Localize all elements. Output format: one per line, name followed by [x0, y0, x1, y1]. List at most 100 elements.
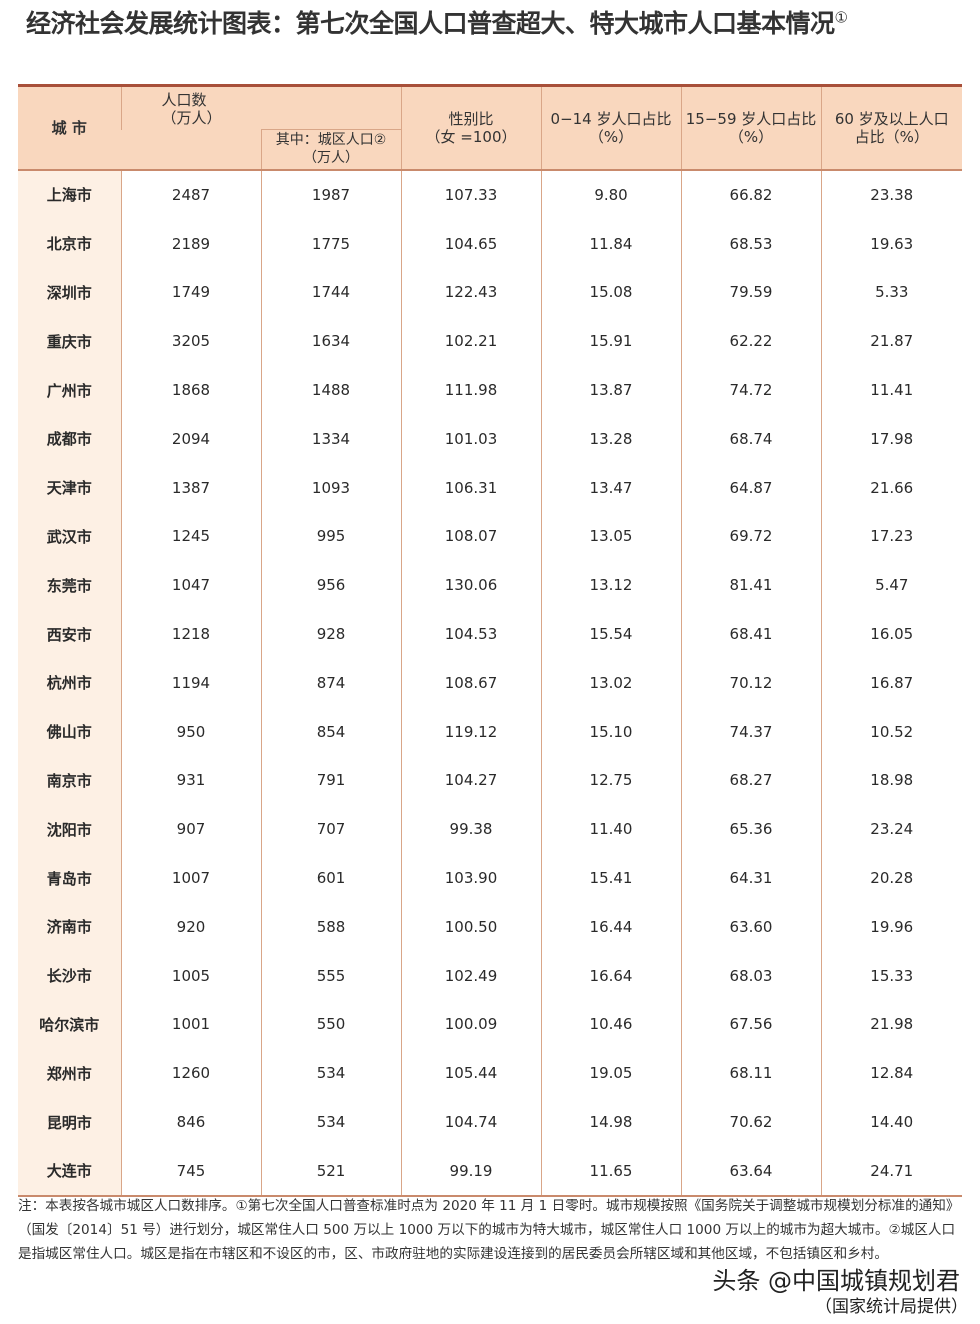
- cell-city: 昆明市: [18, 1097, 121, 1147]
- cell-age-0-14-share: 15.10: [540, 707, 682, 757]
- cell-city: 广州市: [18, 365, 121, 415]
- table-row: 武汉市 1245 995 108.07 13.05 69.72 17.23: [18, 512, 963, 561]
- cell-sex-ratio: 111.98: [400, 365, 542, 415]
- cell-age-60-share: 5.47: [820, 560, 963, 610]
- table-row: 济南市 920 588 100.50 16.44 63.60 19.96: [18, 902, 963, 952]
- cell-age-15-59-share: 64.31: [680, 853, 822, 903]
- cell-age-15-59-share: 63.60: [680, 902, 822, 952]
- cell-urban-population: 956: [260, 560, 402, 610]
- cell-age-60-share: 21.87: [820, 316, 963, 366]
- cell-age-15-59-share: 68.41: [680, 609, 822, 659]
- page-title: 经济社会发展统计图表：第七次全国人口普查超大、特大城市人口基本情况①: [26, 4, 848, 40]
- table-row: 东莞市 1047 956 130.06 13.12 81.41 5.47: [18, 560, 963, 610]
- header-sex-ratio: 性别比 （女 =100）: [400, 84, 542, 171]
- cell-age-0-14-share: 11.84: [540, 219, 682, 269]
- cell-population: 1001: [120, 1000, 261, 1049]
- cell-age-60-share: 17.23: [820, 512, 963, 561]
- cell-sex-ratio: 105.44: [400, 1048, 542, 1098]
- cell-urban-population: 928: [260, 609, 402, 659]
- cell-population: 1218: [120, 609, 261, 659]
- cell-city: 西安市: [18, 609, 121, 659]
- cell-sex-ratio: 101.03: [400, 414, 542, 464]
- cell-age-0-14-share: 9.80: [540, 169, 682, 220]
- cell-age-0-14-share: 13.05: [540, 512, 682, 561]
- table-row: 杭州市 1194 874 108.67 13.02 70.12 16.87: [18, 658, 963, 708]
- population-table: 城 市 人口数 （万人） 性别比 （女 =100） 0−14 岁人口占比 （%）…: [18, 84, 963, 1198]
- cell-urban-population: 791: [260, 756, 402, 805]
- cell-population: 1387: [120, 463, 261, 513]
- cell-urban-population: 534: [260, 1048, 402, 1098]
- cell-population: 1868: [120, 365, 261, 415]
- cell-age-15-59-share: 63.64: [680, 1146, 822, 1198]
- cell-age-15-59-share: 74.37: [680, 707, 822, 757]
- cell-age-15-59-share: 66.82: [680, 169, 822, 220]
- cell-city: 济南市: [18, 902, 121, 952]
- cell-sex-ratio: 104.65: [400, 219, 542, 269]
- cell-age-0-14-share: 15.91: [540, 316, 682, 366]
- cell-sex-ratio: 107.33: [400, 169, 542, 220]
- cell-age-0-14-share: 13.28: [540, 414, 682, 464]
- header-age-0-14: 0−14 岁人口占比 （%）: [540, 84, 682, 171]
- cell-age-60-share: 23.24: [820, 804, 963, 854]
- cell-city: 天津市: [18, 463, 121, 513]
- cell-city: 上海市: [18, 169, 121, 220]
- table-row: 郑州市 1260 534 105.44 19.05 68.11 12.84: [18, 1048, 963, 1098]
- header-city: 城 市: [18, 84, 121, 171]
- cell-city: 佛山市: [18, 707, 121, 757]
- cell-city: 南京市: [18, 756, 121, 805]
- header-age-60: 60 岁及以上人口 占比（%）: [820, 84, 963, 171]
- cell-age-15-59-share: 68.03: [680, 951, 822, 1001]
- cell-age-15-59-share: 70.62: [680, 1097, 822, 1147]
- cell-population: 950: [120, 707, 261, 757]
- cell-population: 1007: [120, 853, 261, 903]
- table-row: 昆明市 846 534 104.74 14.98 70.62 14.40: [18, 1097, 963, 1147]
- cell-urban-population: 874: [260, 658, 402, 708]
- cell-age-0-14-share: 11.65: [540, 1146, 682, 1198]
- cell-age-0-14-share: 15.08: [540, 268, 682, 317]
- cell-urban-population: 1744: [260, 268, 402, 317]
- table-row: 南京市 931 791 104.27 12.75 68.27 18.98: [18, 756, 963, 805]
- cell-sex-ratio: 104.53: [400, 609, 542, 659]
- cell-population: 745: [120, 1146, 261, 1198]
- cell-age-60-share: 19.96: [820, 902, 963, 952]
- cell-city: 东莞市: [18, 560, 121, 610]
- cell-sex-ratio: 102.21: [400, 316, 542, 366]
- cell-age-0-14-share: 11.40: [540, 804, 682, 854]
- cell-city: 大连市: [18, 1146, 121, 1198]
- cell-sex-ratio: 104.74: [400, 1097, 542, 1147]
- cell-urban-population: 550: [260, 1000, 402, 1049]
- cell-sex-ratio: 104.27: [400, 756, 542, 805]
- cell-population: 846: [120, 1097, 261, 1147]
- cell-population: 2094: [120, 414, 261, 464]
- table-row: 哈尔滨市 1001 550 100.09 10.46 67.56 21.98: [18, 1000, 963, 1049]
- cell-city: 成都市: [18, 414, 121, 464]
- cell-age-15-59-share: 65.36: [680, 804, 822, 854]
- cell-age-15-59-share: 74.72: [680, 365, 822, 415]
- cell-population: 2189: [120, 219, 261, 269]
- cell-age-60-share: 16.87: [820, 658, 963, 708]
- cell-city: 青岛市: [18, 853, 121, 903]
- cell-sex-ratio: 99.19: [400, 1146, 542, 1198]
- title-text: 经济社会发展统计图表：第七次全国人口普查超大、特大城市人口基本情况: [26, 9, 835, 38]
- table-row: 成都市 2094 1334 101.03 13.28 68.74 17.98: [18, 414, 963, 464]
- cell-age-60-share: 20.28: [820, 853, 963, 903]
- cell-age-60-share: 21.98: [820, 1000, 963, 1049]
- cell-sex-ratio: 100.09: [400, 1000, 542, 1049]
- cell-urban-population: 1634: [260, 316, 402, 366]
- cell-city: 北京市: [18, 219, 121, 269]
- cell-population: 1194: [120, 658, 261, 708]
- cell-population: 1749: [120, 268, 261, 317]
- table-row: 天津市 1387 1093 106.31 13.47 64.87 21.66: [18, 463, 963, 513]
- cell-age-60-share: 14.40: [820, 1097, 963, 1147]
- cell-age-15-59-share: 69.72: [680, 512, 822, 561]
- table-row: 上海市 2487 1987 107.33 9.80 66.82 23.38: [18, 169, 963, 220]
- watermark: 头条 @中国城镇规划君: [712, 1267, 960, 1295]
- header-urban: 其中：城区人口② （万人）: [260, 129, 402, 171]
- cell-urban-population: 601: [260, 853, 402, 903]
- cell-age-15-59-share: 68.27: [680, 756, 822, 805]
- footer: 注：本表按各城市城区人口数排序。①第七次全国人口普查标准时点为 2020 年 1…: [18, 1194, 968, 1318]
- table-row: 大连市 745 521 99.19 11.65 63.64 24.71: [18, 1146, 963, 1198]
- cell-age-0-14-share: 16.64: [540, 951, 682, 1001]
- table-row: 长沙市 1005 555 102.49 16.64 68.03 15.33: [18, 951, 963, 1001]
- cell-sex-ratio: 106.31: [400, 463, 542, 513]
